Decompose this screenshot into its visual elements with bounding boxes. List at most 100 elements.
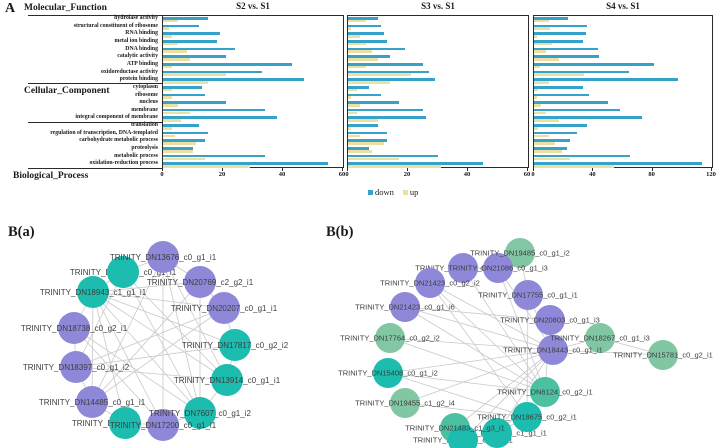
network-edge <box>462 349 554 441</box>
network-node <box>375 323 405 353</box>
bar-down <box>348 162 483 166</box>
bar-up <box>348 81 390 84</box>
network-node-label: TRINITY_DN20803_c0_g1_i3 <box>500 316 600 325</box>
network-edge <box>92 291 201 414</box>
network-edge <box>387 372 528 418</box>
bar-down <box>534 70 629 74</box>
axis-tick-label: 60 <box>523 171 531 178</box>
network-node <box>448 425 478 448</box>
bar-up <box>348 165 441 168</box>
bar-up <box>348 119 378 122</box>
bar-up <box>163 142 196 145</box>
network-edge <box>552 349 664 356</box>
bar-down <box>534 62 655 66</box>
bar-down <box>163 116 277 120</box>
axis-tick-label: 80 <box>648 171 655 178</box>
bar-down <box>348 131 387 135</box>
bar-up <box>348 73 411 77</box>
bar-up <box>534 19 549 23</box>
category-label: oxidoreductase activity <box>100 68 158 75</box>
bar-down <box>348 39 387 43</box>
bar-down <box>534 154 631 158</box>
network-edge <box>91 307 225 403</box>
bar-down <box>163 85 202 89</box>
network-edge <box>75 366 228 381</box>
network-node <box>184 266 216 298</box>
network-node-label: TRINITY_DN20769_c2_g2_i1 <box>147 278 254 287</box>
network-edge <box>387 372 546 393</box>
network-edge <box>404 306 551 321</box>
bar-down <box>163 78 304 81</box>
network-node-label: TRINITY_DN7607_c0_g1_i2 <box>149 409 251 418</box>
axis-tick-label: 0 <box>531 171 535 178</box>
bar-up <box>348 111 357 115</box>
network-node <box>76 386 108 418</box>
panel-a-label: A <box>5 1 16 16</box>
panel-title: S2 vs. S1 <box>236 1 270 11</box>
network-node-label: TRINITY_DN18443_c0_g1_i1 <box>503 346 603 355</box>
bar-down <box>348 116 426 120</box>
plot-area <box>347 15 529 168</box>
bar-down <box>163 131 208 135</box>
network-node-label: TRINITY_DN15408_c0_g1_i2 <box>338 369 438 378</box>
group-separator-line <box>28 83 162 85</box>
network-node-label: TRINITY_DN17817_c0_g2_i2 <box>182 341 289 350</box>
bar-down <box>534 139 570 143</box>
chart-legend: down up <box>368 187 418 197</box>
network-graph: TRINITY_DN15242_c0_g1_i1TRINITY_DN20045_… <box>21 241 289 441</box>
bar-up <box>163 149 193 153</box>
bar-down <box>163 17 208 20</box>
network-node-label: TRINITY_DN18738_c0_g2_i1 <box>21 324 128 333</box>
network-node-label: TRINITY_DN19485_c0_g1_i2 <box>470 249 570 258</box>
network-node <box>512 402 542 432</box>
network-node-label: TRINITY_DN17755_c0_g1_i1 <box>478 291 578 300</box>
legend-item-up: up <box>402 187 418 197</box>
bar-up <box>348 19 366 23</box>
network-node-label: TRINITY_DN17200_c0_g1_i1 <box>110 421 217 430</box>
network-ba: TRINITY_DN15242_c0_g1_i1TRINITY_DN20045_… <box>0 210 310 448</box>
network-node-label: TRINITY_DN20207_c0_g1_i1 <box>171 304 278 313</box>
bar-down <box>163 147 193 150</box>
network-edge <box>92 291 236 346</box>
legend-item-down: down <box>368 187 394 197</box>
network-node <box>535 305 565 335</box>
bar-up <box>163 35 172 38</box>
network-node <box>483 253 513 283</box>
bar-down <box>534 39 583 43</box>
network-edge <box>122 271 201 414</box>
bar-down <box>534 101 609 104</box>
network-node <box>513 280 543 310</box>
axis-tick-label: 20 <box>218 171 226 178</box>
bar-up <box>534 126 539 130</box>
bar-up <box>348 157 399 161</box>
bar-down <box>348 154 438 158</box>
bar-up <box>348 35 360 38</box>
category-label: regulation of transcription, DNA-templat… <box>50 129 158 136</box>
bar-up <box>163 134 175 138</box>
network-node-label: TRINITY_DN21086_c0_g1_i3 <box>448 264 548 273</box>
category-label: integral component of membrane <box>75 114 158 121</box>
network-node <box>147 241 179 273</box>
category-label: proteolysis <box>131 145 158 152</box>
bar-up <box>348 96 351 99</box>
axis-tick <box>222 168 223 171</box>
bar-up <box>534 88 539 92</box>
bar-down <box>348 139 387 143</box>
bar-up <box>534 134 549 138</box>
network-node-label: TRINITY_DN15781_c0_g2_i1 <box>613 351 713 360</box>
bar-up <box>163 42 178 46</box>
bar-down <box>348 93 381 97</box>
network-edge <box>429 282 528 418</box>
bar-down <box>348 32 384 35</box>
network-node-label: TRINITY_DN13676_c0_g1_i1 <box>110 253 217 262</box>
network-edge <box>429 282 554 351</box>
network-node-label: TRINITY_DN18675_c0_g2_i1 <box>477 413 577 422</box>
bar-down <box>163 47 235 51</box>
panel-title: S4 vs. S1 <box>606 1 640 11</box>
panel-title: S3 vs. S1 <box>421 1 455 11</box>
bar-up <box>348 134 360 138</box>
network-edge <box>92 291 228 381</box>
network-edge <box>162 256 201 414</box>
bar-down <box>348 101 399 104</box>
